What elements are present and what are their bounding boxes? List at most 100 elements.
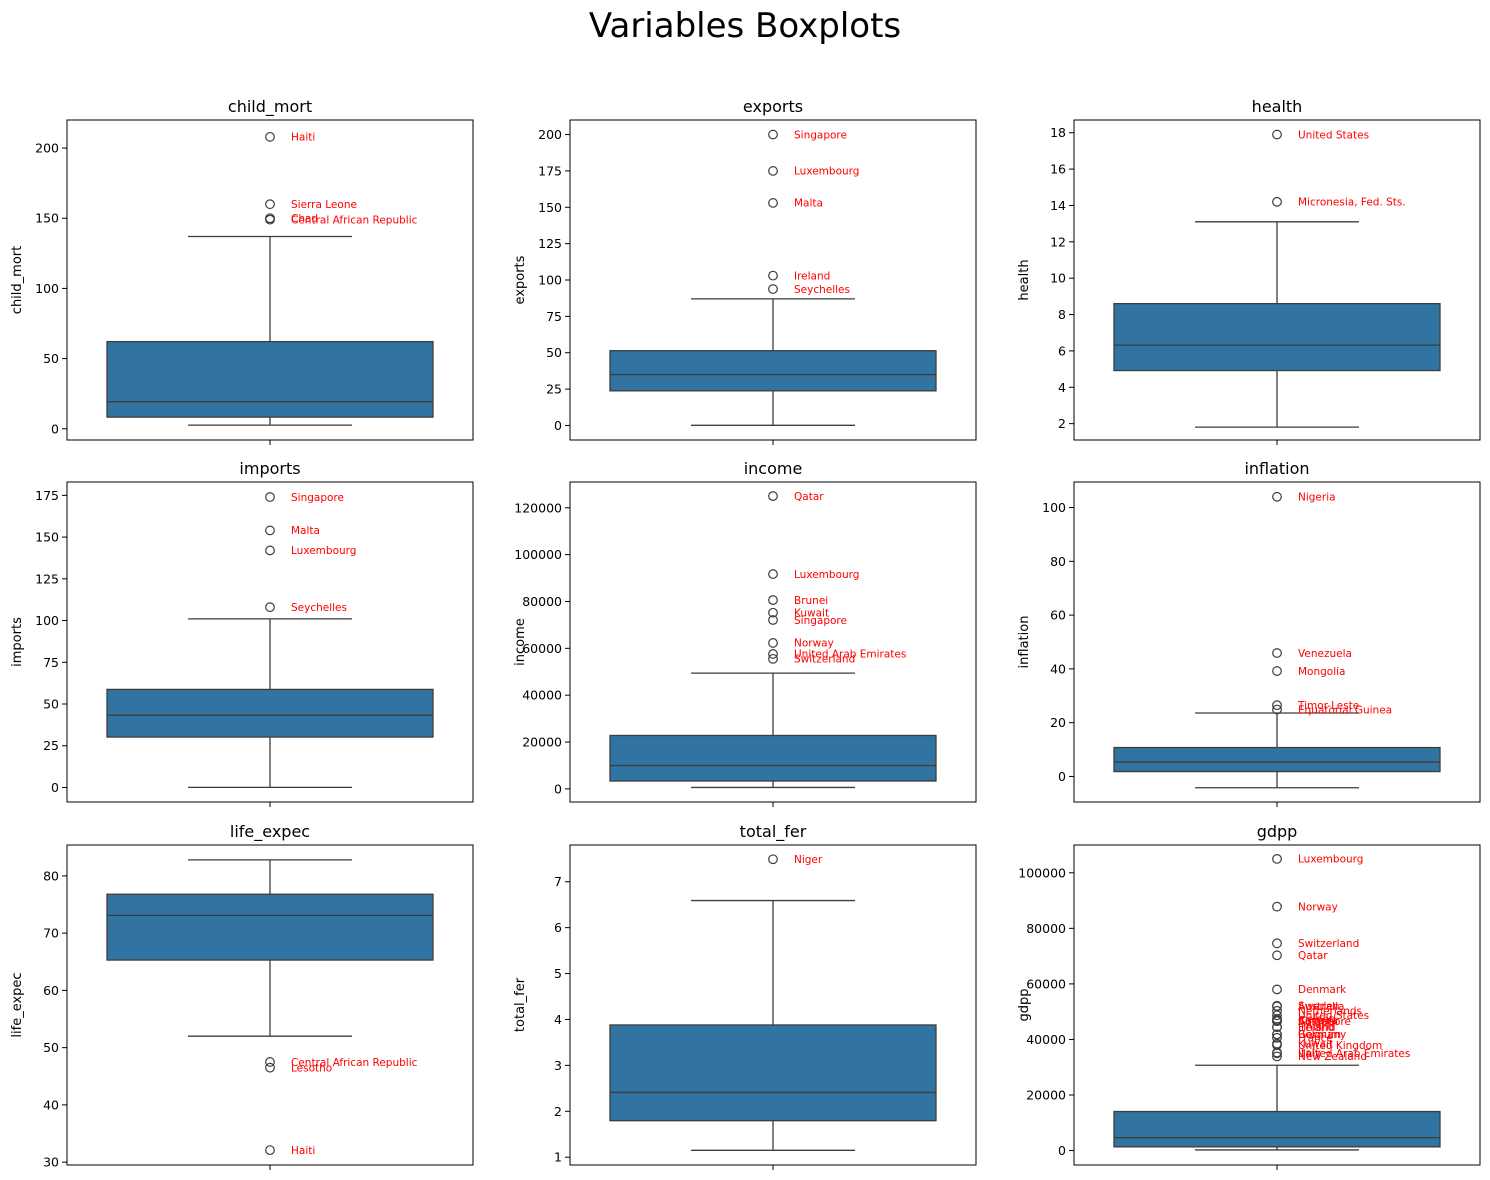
- outlier-point: [265, 1057, 275, 1067]
- outlier-label: Iceland: [1298, 1014, 1336, 1026]
- subplot-title: exports: [743, 97, 803, 116]
- y-tick-label: 80: [1050, 554, 1066, 569]
- iqr-box: [106, 688, 434, 738]
- outlier-label: Brunei: [794, 595, 828, 607]
- outlier-label: Norway: [1298, 901, 1338, 913]
- y-tick-label: 60000: [522, 641, 562, 656]
- subplot-title: total_fer: [740, 822, 807, 842]
- outlier-point: [1272, 1022, 1282, 1033]
- subplot-life_expec: life_expec life_expec 30 40 50 60 70 80 Central …: [10, 822, 474, 1170]
- y-tick-label: 80000: [522, 594, 562, 609]
- outlier-point: [768, 270, 778, 281]
- axes-frame: [1073, 119, 1481, 441]
- y-tick-label: 0: [1058, 1143, 1066, 1158]
- outlier-label: United Arab Emirates: [794, 649, 906, 661]
- outlier-point: [768, 166, 778, 176]
- outlier-label: Luxembourg: [794, 569, 859, 581]
- outlier-label: Canada: [1298, 1015, 1338, 1027]
- y-tick-label: 100000: [1018, 865, 1066, 880]
- outlier-label: United States: [1298, 129, 1369, 141]
- y-axis-label: gdpp: [1017, 988, 1032, 1021]
- outlier-point: [1272, 1051, 1282, 1062]
- y-tick-label: 100: [1042, 500, 1066, 515]
- outlier-label: United States: [1298, 1010, 1369, 1022]
- y-tick-label: 2: [554, 1104, 562, 1119]
- y-tick-label: 1: [554, 1150, 562, 1165]
- outlier-point: [265, 602, 275, 613]
- outlier-point: [265, 1145, 275, 1156]
- subplot-title: income: [744, 459, 803, 478]
- outlier-point: [768, 198, 778, 208]
- outlier-label: United Kingdom: [1298, 1040, 1382, 1052]
- outlier-label: Italy: [1298, 1047, 1321, 1059]
- outlier-point: [1272, 901, 1282, 912]
- outlier-label: Malta: [794, 198, 823, 210]
- outlier-point: [265, 1062, 275, 1073]
- outlier-point: [768, 569, 778, 579]
- y-tick-label: 100: [35, 281, 59, 296]
- outlier-label: Singapore: [794, 615, 847, 627]
- outlier-label: Netherlands: [1298, 1006, 1362, 1018]
- y-axis-label: inflation: [1017, 616, 1032, 669]
- subplot-title: child_mort: [228, 97, 312, 117]
- outlier-label: Lesotho: [291, 1062, 332, 1074]
- outlier-point: [1272, 950, 1282, 961]
- y-tick-label: 4: [1058, 380, 1066, 395]
- y-tick-label: 18: [1050, 125, 1066, 140]
- outlier-point: [768, 595, 778, 605]
- y-tick-label: 175: [538, 163, 562, 178]
- y-axis-label: child_mort: [10, 246, 25, 314]
- iqr-box: [1113, 302, 1441, 372]
- outlier-point: [265, 214, 275, 225]
- outlier-point: [265, 199, 275, 210]
- outlier-point: [1272, 666, 1282, 676]
- y-tick-label: 3: [554, 1058, 562, 1073]
- outlier-point: [768, 638, 778, 648]
- y-tick-label: 25: [43, 738, 59, 753]
- y-tick-label: 60: [43, 983, 59, 998]
- outlier-label: Sweden: [1298, 1001, 1340, 1013]
- outlier-label: Switzerland: [1298, 938, 1359, 950]
- y-tick-label: 75: [43, 655, 59, 670]
- axes-frame: [569, 481, 977, 803]
- outlier-point: [1272, 853, 1282, 864]
- y-tick-label: 20000: [522, 735, 562, 750]
- outlier-point: [768, 615, 778, 625]
- subplot-gdpp: gdpp gdpp 0 20000 40000 60000 80000 100000 Luxem…: [1017, 822, 1481, 1170]
- y-tick-label: 50: [43, 1040, 59, 1055]
- y-axis-label: total_fer: [513, 977, 528, 1032]
- outlier-label: Singapore: [794, 129, 847, 141]
- y-tick-label: 5: [554, 966, 562, 981]
- y-tick-label: 150: [538, 200, 562, 215]
- outlier-label: Seychelles: [291, 602, 347, 614]
- y-axis-label: imports: [10, 617, 25, 667]
- outlier-label: France: [1298, 1033, 1333, 1045]
- outlier-point: [265, 545, 275, 556]
- y-tick-label: 125: [35, 571, 59, 586]
- outlier-point: [768, 653, 778, 664]
- y-tick-label: 40000: [522, 688, 562, 703]
- y-tick-label: 50: [43, 697, 59, 712]
- subplot-imports: imports imports 0 25 50 75 100 125 150 175 Singapo…: [10, 459, 474, 807]
- y-tick-label: 0: [51, 780, 59, 795]
- outlier-label: Haiti: [291, 132, 315, 144]
- subplot-child_mort: child_mort child_mort 0 50 100 150 200 Haiti Sie…: [10, 97, 474, 445]
- outlier-label: Seychelles: [794, 284, 850, 296]
- y-tick-label: 6: [1058, 343, 1066, 358]
- outlier-label: Singapore: [1298, 1016, 1351, 1028]
- outlier-label: Qatar: [1298, 950, 1328, 962]
- y-tick-label: 8: [1058, 307, 1066, 322]
- axes-frame: [66, 119, 474, 441]
- figure-title: Variables Boxplots: [589, 6, 901, 46]
- outlier-label: United Arab Emirates: [1298, 1048, 1410, 1060]
- y-axis-label: health: [1017, 259, 1032, 300]
- y-tick-label: 150: [35, 530, 59, 545]
- subplot-income: income income 0 20000 40000 60000 80000 100000 1…: [513, 459, 977, 807]
- outlier-label: Timor-Leste: [1297, 700, 1359, 712]
- subplot-title: inflation: [1244, 459, 1309, 478]
- outlier-label: Equatorial Guinea: [1298, 704, 1392, 716]
- outlier-point: [1272, 1016, 1282, 1027]
- y-tick-label: 80: [43, 868, 59, 883]
- outlier-label: Haiti: [291, 1145, 315, 1157]
